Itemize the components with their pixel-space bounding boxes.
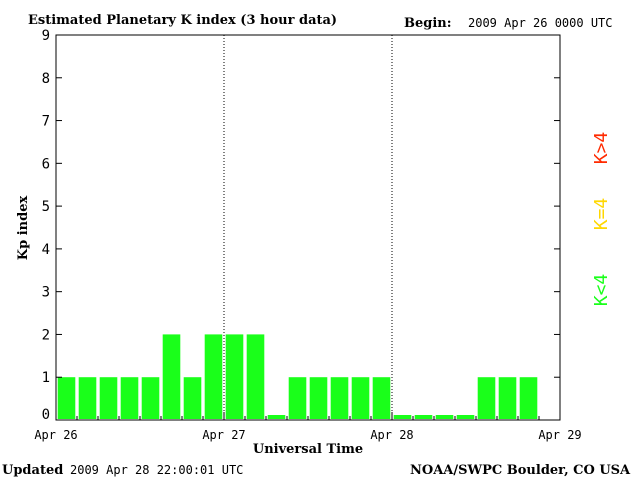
bar-10 [267,415,286,419]
bar-12 [309,377,328,419]
bar-20 [477,377,496,419]
y-tick-label-6: 6 [42,156,50,172]
y-ticks: 0 1 2 3 4 5 6 7 8 9 [42,28,560,423]
chart-title: Estimated Planetary K index (3 hour data… [28,13,337,28]
y-tick-label-0: 0 [42,407,50,423]
bar-15 [372,377,391,419]
bar-22 [519,377,538,419]
legend-low: K<4 [591,274,612,307]
bar-17 [414,415,433,419]
bar-8 [225,334,244,419]
day-separators [223,35,393,420]
bars [57,334,538,419]
y-tick-label-4: 4 [42,242,50,258]
legend-high: K>4 [591,132,612,165]
legend-equal: K=4 [591,198,612,231]
y-tick-label-5: 5 [42,199,50,215]
x-tick-label-1: Apr 27 [202,428,245,442]
bar-6 [183,377,202,419]
x-tick-label-3: Apr 29 [538,428,581,442]
updated-value: 2009 Apr 28 22:00:01 UTC [70,463,243,477]
bar-1 [78,377,97,419]
x-ticks: Apr 26 Apr 27 Apr 28 Apr 29 [34,412,582,442]
bar-13 [330,377,349,419]
bar-7 [204,334,223,419]
y-tick-label-7: 7 [42,114,50,130]
x-tick-label-0: Apr 26 [34,428,77,442]
bar-21 [498,377,517,419]
source-credit: NOAA/SWPC Boulder, CO USA [410,463,631,478]
y-tick-label-2: 2 [42,327,50,343]
bar-18 [435,415,454,419]
y-tick-label-9: 9 [42,28,50,44]
bar-9 [246,334,265,419]
begin-value: 2009 Apr 26 0000 UTC [468,16,613,30]
begin-label: Begin: [404,16,452,31]
bar-5 [162,334,181,419]
y-tick-label-1: 1 [42,370,50,386]
updated-label: Updated [2,463,63,478]
bar-16 [393,415,412,419]
bar-19 [456,415,475,419]
y-tick-label-8: 8 [42,71,50,87]
bar-14 [351,377,370,419]
bar-4 [141,377,160,419]
bar-11 [288,377,307,419]
y-tick-label-3: 3 [42,285,50,301]
bar-2 [99,377,118,419]
x-tick-label-2: Apr 28 [370,428,413,442]
plot-frame [55,34,561,421]
x-axis-label: Universal Time [253,442,363,457]
bar-3 [120,377,139,419]
bar-0 [57,377,76,419]
y-axis-label: Kp index [16,196,31,261]
